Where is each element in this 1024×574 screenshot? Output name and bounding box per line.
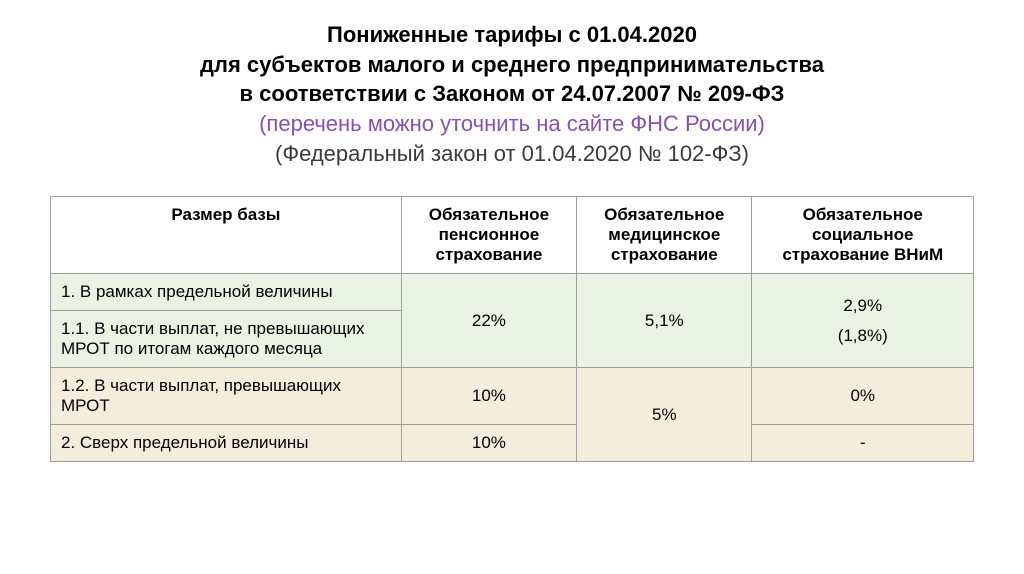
header-pension: Обязательное пенсионное страхование bbox=[401, 197, 576, 274]
title-line-2: для субъектов малого и среднего предприн… bbox=[50, 50, 974, 80]
tariff-table: Размер базы Обязательное пенсионное стра… bbox=[50, 196, 974, 462]
header-social: Обязательное социальное страхование ВНиМ bbox=[752, 197, 974, 274]
row3-label: 1.2. В части выплат, превышающих МРОТ bbox=[51, 368, 402, 425]
table-row: 1. В рамках предельной величины 22% 5,1%… bbox=[51, 274, 974, 311]
pension-r4: 10% bbox=[401, 425, 576, 462]
social-r1r2: 2,9% (1,8%) bbox=[752, 274, 974, 368]
title-block: Пониженные тарифы с 01.04.2020 для субъе… bbox=[50, 20, 974, 168]
pension-r3: 10% bbox=[401, 368, 576, 425]
table-row: 2. Сверх предельной величины 10% - bbox=[51, 425, 974, 462]
table-header-row: Размер базы Обязательное пенсионное стра… bbox=[51, 197, 974, 274]
subtitle-plain: (Федеральный закон от 01.04.2020 № 102-Ф… bbox=[50, 139, 974, 169]
title-line-3: в соответствии с Законом от 24.07.2007 №… bbox=[50, 79, 974, 109]
social-r3: 0% bbox=[752, 368, 974, 425]
row2-label: 1.1. В части выплат, не превышающих МРОТ… bbox=[51, 311, 402, 368]
row1-label: 1. В рамках предельной величины bbox=[51, 274, 402, 311]
medical-r1r2: 5,1% bbox=[577, 274, 752, 368]
table-row: 1.2. В части выплат, превышающих МРОТ 10… bbox=[51, 368, 974, 425]
medical-r3r4: 5% bbox=[577, 368, 752, 462]
social-r1r2-secondary: (1,8%) bbox=[762, 326, 963, 346]
header-medical: Обязательное медицинское страхование bbox=[577, 197, 752, 274]
header-base-size: Размер базы bbox=[51, 197, 402, 274]
social-r1r2-main: 2,9% bbox=[843, 296, 882, 315]
row4-label: 2. Сверх предельной величины bbox=[51, 425, 402, 462]
subtitle-purple: (перечень можно уточнить на сайте ФНС Ро… bbox=[50, 109, 974, 139]
social-r4: - bbox=[752, 425, 974, 462]
pension-r1r2: 22% bbox=[401, 274, 576, 368]
title-line-1: Пониженные тарифы с 01.04.2020 bbox=[50, 20, 974, 50]
